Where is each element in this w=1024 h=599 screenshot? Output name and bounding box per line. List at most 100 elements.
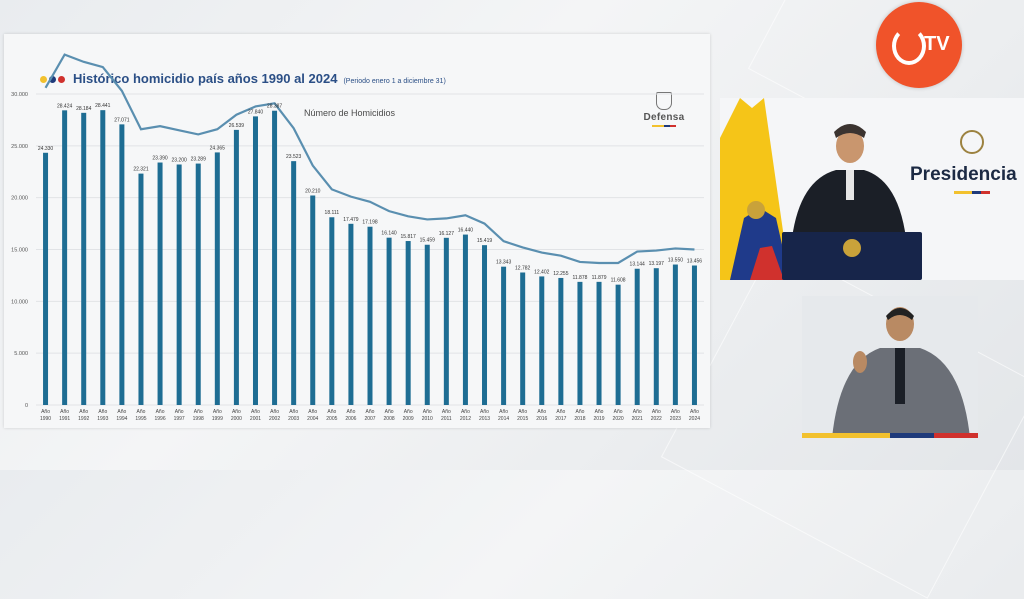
x-tick-label: Año xyxy=(308,409,317,415)
data-label: 15.459 xyxy=(420,238,436,244)
bar xyxy=(119,124,125,406)
bar xyxy=(424,244,430,405)
x-tick-label: Año xyxy=(595,409,604,415)
defensa-label: Defensa xyxy=(643,112,685,123)
bar xyxy=(577,281,583,405)
bar xyxy=(462,234,468,405)
data-label: 28.184 xyxy=(76,106,92,112)
presidencia-crest-icon xyxy=(960,130,984,154)
y-tick-label: 0 xyxy=(25,403,28,409)
bar xyxy=(195,163,201,405)
yellow-dot-icon xyxy=(40,76,47,83)
x-tick-label: 1994 xyxy=(116,416,127,422)
slide-header: Histórico homicidio país años 1990 al 20… xyxy=(40,70,446,88)
flag-crest-icon xyxy=(747,201,765,219)
data-label: 26.539 xyxy=(229,123,245,129)
data-label: 12.255 xyxy=(553,271,569,277)
x-tick-label: Año xyxy=(98,409,107,415)
sign-language-interpreter-feed xyxy=(802,296,978,438)
x-tick-label: 2010 xyxy=(422,416,433,422)
bar xyxy=(539,276,545,405)
data-label: 28.424 xyxy=(57,103,73,109)
x-tick-label: Año xyxy=(79,409,88,415)
x-tick-label: Año xyxy=(556,409,565,415)
bar xyxy=(176,164,182,405)
raised-hand-icon xyxy=(853,351,867,373)
x-tick-label: 2022 xyxy=(651,416,662,422)
y-tick-label: 30.000 xyxy=(11,92,28,98)
x-tick-label: Año xyxy=(537,409,546,415)
x-tick-label: Año xyxy=(175,409,184,415)
presidencia-flag-stripe xyxy=(954,191,990,194)
y-tick-label: 10.000 xyxy=(11,299,28,305)
bar xyxy=(329,217,335,405)
data-label: 17.198 xyxy=(362,220,378,226)
bar xyxy=(138,173,144,405)
logo-ring-icon xyxy=(892,27,926,65)
flag-stripe xyxy=(652,125,676,127)
bar xyxy=(482,245,488,405)
slide-subtitle: (Periodo enero 1 a diciembre 31) xyxy=(343,78,446,85)
sign-feed-stripe xyxy=(802,433,978,438)
data-label: 12.402 xyxy=(534,269,550,275)
x-tick-label: Año xyxy=(499,409,508,415)
x-tick-label: Año xyxy=(289,409,298,415)
x-tick-label: Año xyxy=(671,409,680,415)
x-tick-label: Año xyxy=(690,409,699,415)
x-tick-label: 1991 xyxy=(59,416,70,422)
bar xyxy=(367,226,373,405)
data-label: 16.127 xyxy=(439,231,455,237)
x-tick-label: 2020 xyxy=(613,416,624,422)
x-tick-label: 2008 xyxy=(384,416,395,422)
x-tick-label: 2019 xyxy=(593,416,604,422)
x-tick-label: 2012 xyxy=(460,416,471,422)
x-tick-label: Año xyxy=(60,409,69,415)
bar xyxy=(596,281,602,405)
bar xyxy=(634,268,640,405)
bar xyxy=(348,223,354,405)
x-tick-label: 2001 xyxy=(250,416,261,422)
bar xyxy=(405,241,411,405)
red-dot-icon xyxy=(58,76,65,83)
x-tick-label: Año xyxy=(575,409,584,415)
x-tick-label: Año xyxy=(270,409,279,415)
x-tick-label: Año xyxy=(251,409,260,415)
x-tick-label: 2009 xyxy=(403,416,414,422)
data-label: 24.330 xyxy=(38,146,54,152)
data-label: 11.878 xyxy=(572,275,587,281)
bar xyxy=(558,277,564,405)
data-label: 15.817 xyxy=(401,234,417,240)
interpreter-scene xyxy=(802,296,978,438)
data-label: 13.550 xyxy=(668,258,684,264)
data-label: 13.197 xyxy=(649,261,665,267)
presidencia-label: Presidencia xyxy=(910,164,1017,185)
x-tick-label: Año xyxy=(652,409,661,415)
podium-crest-icon xyxy=(843,239,861,257)
x-tick-label: Año xyxy=(117,409,126,415)
x-tick-label: Año xyxy=(156,409,165,415)
data-label: 24.365 xyxy=(210,145,226,151)
speaker-suit xyxy=(792,170,906,238)
data-label: 17.479 xyxy=(343,217,359,223)
chart-title: Número de Homicidios xyxy=(304,108,396,118)
bar xyxy=(386,237,392,405)
data-label: 23.390 xyxy=(152,156,168,162)
x-tick-label: Año xyxy=(346,409,355,415)
x-tick-label: Año xyxy=(366,409,375,415)
bar xyxy=(501,266,507,405)
x-tick-label: 2021 xyxy=(632,416,643,422)
color-dots xyxy=(40,70,67,88)
x-tick-label: Año xyxy=(518,409,527,415)
x-tick-label: Año xyxy=(614,409,623,415)
x-tick-label: Año xyxy=(41,409,50,415)
x-tick-label: 2004 xyxy=(307,416,318,422)
x-tick-label: 2000 xyxy=(231,416,242,422)
x-tick-label: Año xyxy=(442,409,451,415)
bar xyxy=(291,161,297,405)
x-tick-label: 2007 xyxy=(364,416,375,422)
data-label: 13.144 xyxy=(630,262,646,268)
data-label: 13.456 xyxy=(687,259,703,265)
blue-dot-icon xyxy=(49,76,56,83)
x-tick-label: Año xyxy=(423,409,432,415)
x-tick-label: 2017 xyxy=(555,416,566,422)
